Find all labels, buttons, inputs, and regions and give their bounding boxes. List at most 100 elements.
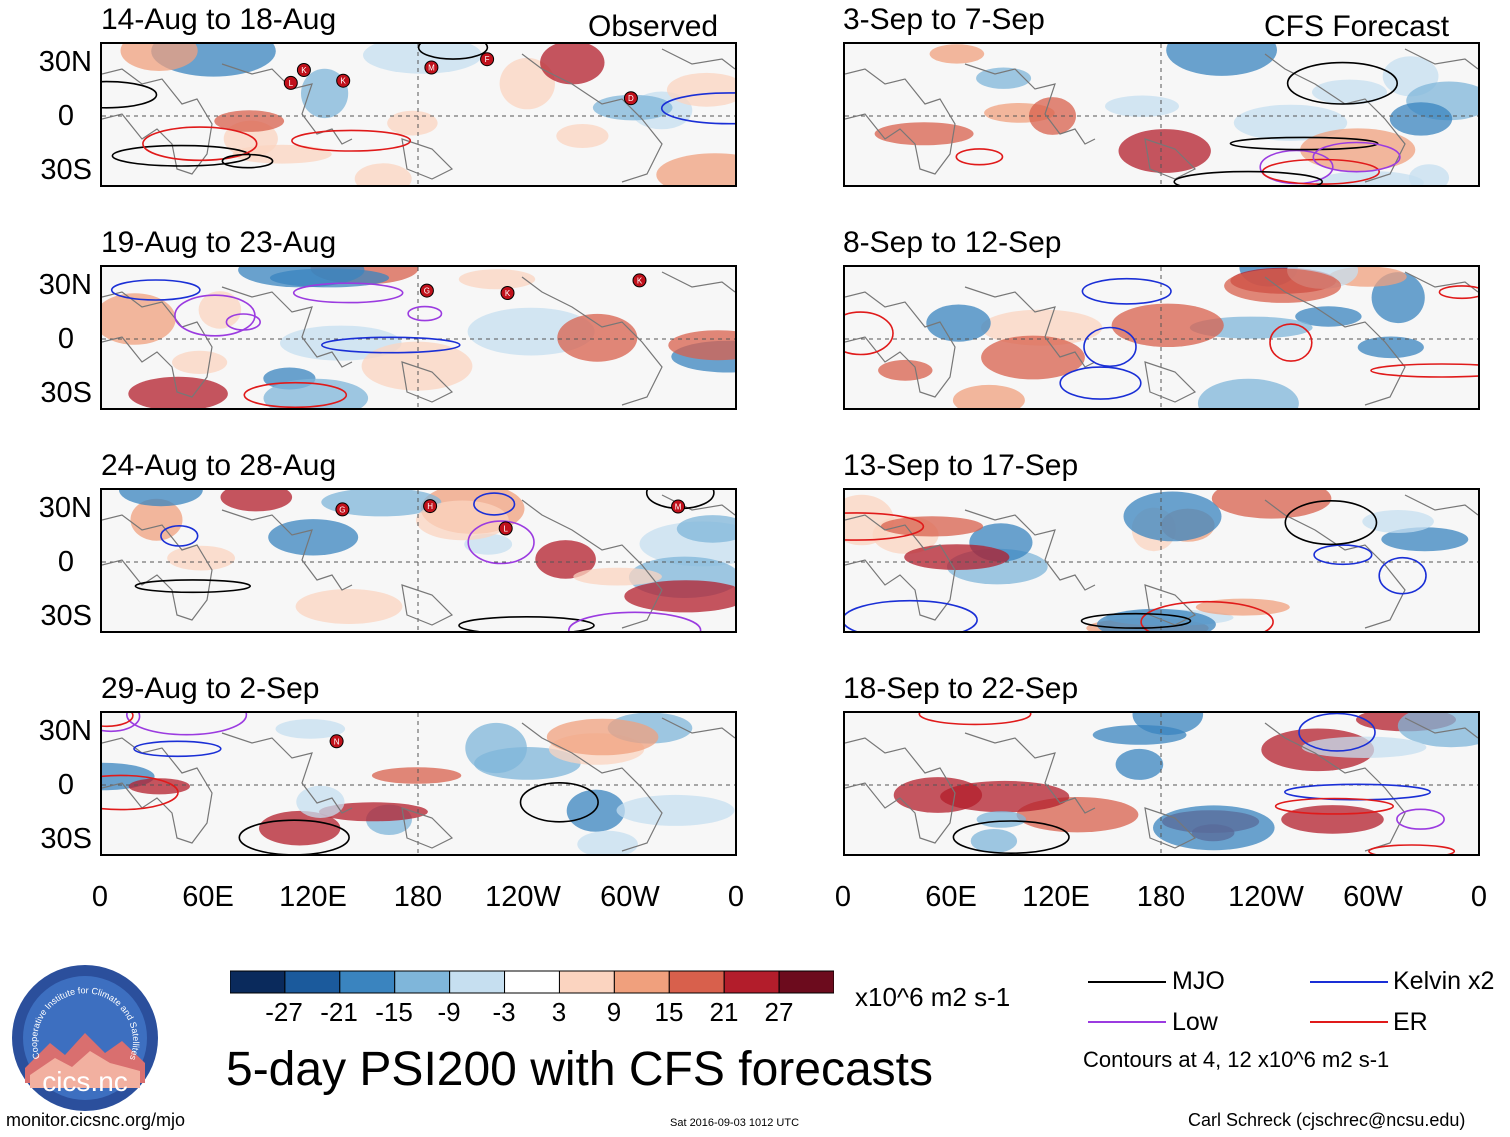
anomaly-region — [120, 44, 198, 71]
lon-label: 60W — [600, 881, 660, 913]
anomaly-region — [952, 384, 1025, 408]
wave-contour — [111, 144, 251, 167]
anomaly-region — [557, 313, 638, 362]
anomaly-region — [976, 811, 1026, 828]
coastline — [661, 48, 735, 70]
anomaly-region — [1224, 268, 1342, 303]
anomaly-region — [1111, 303, 1224, 347]
map-panel: N — [100, 711, 737, 856]
colorbar-tick: -27 — [265, 997, 303, 1027]
wave-contour — [845, 311, 894, 356]
legend-line-mjo — [1088, 981, 1166, 983]
wave-contour — [568, 611, 702, 631]
storm-label: N — [334, 737, 340, 746]
storm-marker: L — [283, 75, 298, 90]
colorbar-tick: 21 — [709, 997, 739, 1027]
storm-label: K — [301, 66, 307, 75]
lon-label: 180 — [1136, 881, 1186, 913]
wave-contour — [1368, 844, 1456, 854]
colorbar-tick: 3 — [551, 997, 567, 1027]
anomaly-region — [880, 516, 984, 537]
anomaly-region — [845, 494, 894, 546]
colorbar-tick: -15 — [375, 997, 413, 1027]
wave-contour — [102, 774, 179, 811]
storm-label: M — [675, 503, 682, 512]
anomaly-region — [1362, 510, 1434, 533]
coastline — [1264, 276, 1406, 406]
wave-contour — [1173, 170, 1323, 185]
wave-contour — [845, 599, 978, 631]
storm-label: K — [505, 289, 511, 298]
anomaly-region — [1281, 805, 1384, 834]
coastline — [964, 286, 1096, 368]
coastline — [845, 68, 956, 175]
wave-contour — [660, 92, 735, 125]
legend-label-kelvin: Kelvin x2 — [1393, 967, 1495, 995]
wave-contour — [126, 713, 248, 736]
coastline — [845, 737, 956, 844]
lon-label: 0 — [91, 881, 109, 913]
lat-label-eq: 0 — [57, 769, 74, 801]
legend-line-low — [1088, 1021, 1166, 1023]
coastline — [1404, 48, 1478, 70]
map-canvas: L D K K F M — [102, 44, 735, 185]
anomaly-region — [259, 810, 341, 846]
wave-contour — [133, 740, 222, 758]
footer-author: Carl Schreck (cjschrec@ncsu.edu) — [1188, 1110, 1466, 1130]
coastline — [1144, 807, 1197, 849]
map-canvas: L M H G — [102, 490, 735, 631]
coastline — [661, 717, 735, 739]
storm-label: H — [427, 502, 433, 511]
lat-label-30s: 30S — [40, 154, 92, 186]
coastline — [221, 286, 353, 368]
legend-line-kelvin — [1310, 981, 1388, 983]
anomaly-region — [102, 293, 176, 345]
anomaly-region — [295, 589, 403, 624]
wave-contour — [243, 381, 348, 408]
wave-contour — [102, 713, 134, 728]
colorbar-tick: -9 — [437, 997, 461, 1027]
colorbar-swatch — [668, 970, 725, 994]
wave-contour — [458, 616, 595, 631]
storm-label: L — [289, 79, 294, 88]
coastline — [221, 63, 353, 145]
colorbar-tick: -3 — [492, 997, 516, 1027]
colorbar-swatch — [778, 970, 834, 994]
storm-label: G — [424, 287, 430, 296]
coastline — [1264, 499, 1406, 629]
storm-label: L — [503, 524, 508, 533]
legend-note: Contours at 4, 12 x10^6 m2 s-1 — [1083, 1047, 1390, 1072]
anomaly-region — [128, 778, 190, 795]
anomaly-region — [1397, 713, 1478, 748]
anomaly-region — [1153, 805, 1275, 851]
coastline — [964, 509, 1096, 591]
wave-contour — [142, 126, 258, 162]
anomaly-region — [676, 515, 735, 543]
observed-column-tag: Observed — [588, 10, 719, 43]
lon-label: 60E — [925, 881, 977, 913]
lat-label-30s: 30S — [40, 823, 92, 855]
wave-contour — [1313, 544, 1373, 566]
legend-label-er: ER — [1393, 1008, 1428, 1036]
coastline — [521, 53, 663, 183]
anomaly-region — [220, 490, 293, 512]
coastline — [102, 737, 213, 844]
coastline — [1144, 138, 1197, 180]
wave-contour — [292, 282, 404, 304]
panel-title: 29-Aug to 2-Sep — [101, 672, 320, 705]
anomaly-region — [1389, 102, 1453, 136]
wave-contour — [221, 153, 274, 169]
lat-label-eq: 0 — [57, 323, 74, 355]
anomaly-region — [981, 335, 1085, 380]
lon-label: 120E — [279, 881, 347, 913]
anomaly-region — [1115, 748, 1164, 780]
colorbar-tick: 15 — [654, 997, 684, 1027]
anomaly-region — [361, 341, 473, 391]
wave-contour — [1269, 323, 1313, 362]
wave-contour — [1080, 612, 1192, 629]
lon-label: 0 — [1470, 881, 1488, 913]
coastline — [521, 722, 663, 852]
colorbar-swatch — [558, 970, 615, 994]
lat-label-eq: 0 — [57, 546, 74, 578]
anomaly-region — [656, 153, 735, 185]
